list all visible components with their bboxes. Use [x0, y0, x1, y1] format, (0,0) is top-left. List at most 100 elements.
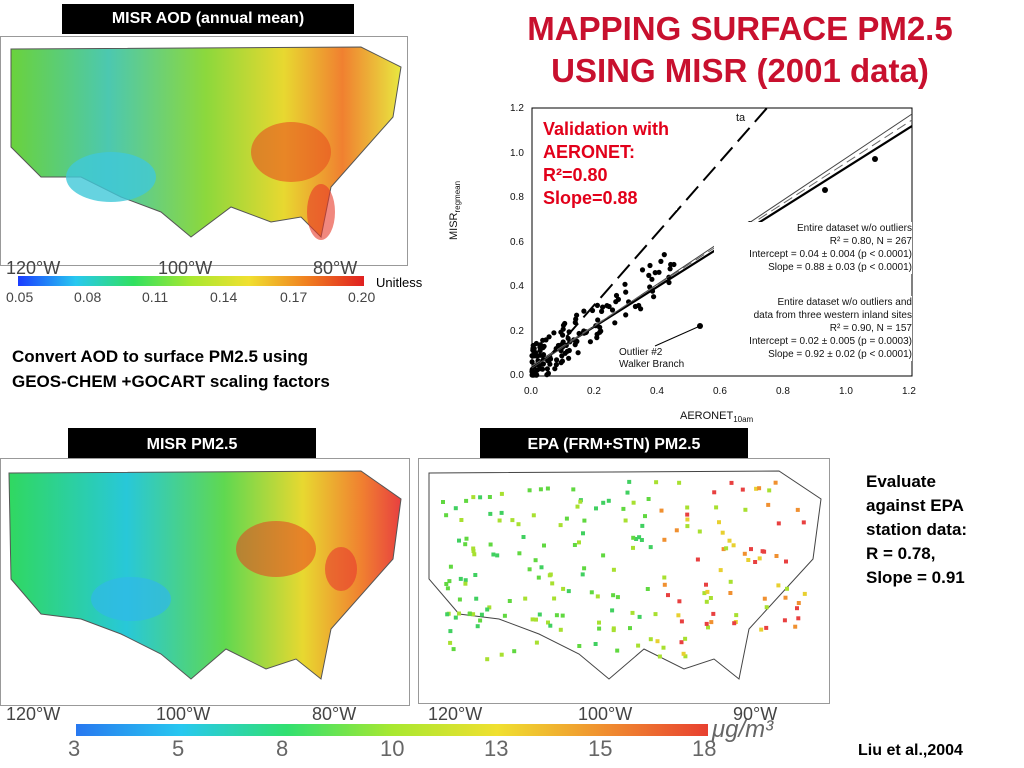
- y-tick-1: 0.2: [510, 325, 524, 337]
- epa-station: [499, 510, 504, 515]
- epa-station: [561, 586, 566, 591]
- epa-station: [445, 612, 450, 617]
- aod-tick-5: 0.17: [280, 289, 308, 305]
- epa-station: [606, 498, 611, 503]
- misr-pm-label: MISR PM2.5: [68, 428, 316, 462]
- validation-line-3: R²=0.80: [543, 165, 608, 185]
- epa-station: [464, 536, 469, 541]
- scatter-point: [613, 299, 619, 305]
- epa-station: [685, 517, 690, 522]
- scatter-point: [544, 366, 550, 372]
- epa-station: [767, 488, 772, 493]
- epa-station: [720, 530, 725, 535]
- aod-tick-1: 0.05: [6, 289, 34, 305]
- epa-station: [717, 520, 721, 525]
- scatter-point: [546, 358, 552, 364]
- epa-station: [681, 651, 686, 656]
- scatter-point: [668, 261, 674, 268]
- epa-station: [464, 498, 469, 503]
- epa-stations: [441, 479, 807, 662]
- scatter-point: [632, 303, 638, 310]
- epa-station: [728, 591, 733, 595]
- epa-station: [695, 557, 700, 562]
- epa-station: [773, 480, 778, 485]
- aod-map-label: MISR AOD (annual mean): [62, 4, 354, 34]
- aod-tick-6: 0.20: [348, 289, 376, 305]
- epa-station: [662, 575, 667, 580]
- epa-station: [662, 537, 667, 542]
- epa-station: [645, 587, 650, 591]
- outlier-arrow: [654, 325, 701, 347]
- epa-station: [705, 589, 710, 594]
- scatter-point: [612, 320, 618, 326]
- epa-station: [685, 524, 690, 529]
- epa-station: [648, 545, 653, 550]
- epa-station: [631, 545, 635, 550]
- pm-tick-0: 3: [68, 736, 81, 761]
- epa-station: [657, 654, 662, 659]
- epa-station: [453, 506, 458, 511]
- x-tick-5: 1.0: [839, 386, 853, 397]
- epa-station: [595, 594, 600, 599]
- validation-line-2: AERONET:: [543, 142, 636, 162]
- epa-station: [448, 629, 453, 634]
- scatter-point: [575, 350, 581, 356]
- pm-lon-right-90: 90°W: [733, 704, 778, 724]
- epa-station: [615, 648, 620, 653]
- pm-tick-5: 15: [588, 736, 613, 761]
- ylabel-sub: regmean: [453, 180, 463, 213]
- scatter-point: [552, 366, 558, 372]
- epa-station: [762, 596, 767, 601]
- epa-station: [639, 538, 644, 542]
- epa-station: [802, 591, 807, 596]
- aod-tick-2: 0.08: [74, 289, 102, 305]
- scatter-point: [545, 370, 551, 376]
- x-tick-1: 0.2: [587, 386, 601, 397]
- scatter-point: [560, 339, 566, 345]
- epa-station: [577, 540, 581, 545]
- x-tick-0: 0.0: [524, 386, 538, 397]
- x-tick-3: 0.6: [713, 386, 727, 397]
- epa-station: [801, 520, 806, 525]
- xlabel-sub: 10am: [733, 415, 754, 425]
- epa-station: [457, 538, 461, 543]
- epa-station: [793, 624, 798, 629]
- epa-station: [491, 552, 496, 557]
- epa-station: [453, 615, 458, 620]
- stats-block-2: Entire dataset w/o outliers and data fro…: [714, 296, 912, 361]
- epa-station: [495, 553, 500, 558]
- stats1-line-4: Slope = 0.88 ± 0.03 (p < 0.0001): [768, 262, 912, 273]
- evaluate-line-4: R = 0.78,: [866, 544, 936, 563]
- validation-line-1: Validation with: [543, 119, 670, 139]
- evaluate-line-2: against EPA: [866, 496, 964, 515]
- epa-station: [783, 595, 788, 600]
- validation-line-4: Slope=0.88: [543, 188, 638, 208]
- scatter-point: [531, 345, 537, 352]
- y-tick-4: 0.8: [510, 192, 524, 203]
- stats1-line-2: R² = 0.80, N = 267: [829, 236, 912, 247]
- scatter-point: [613, 292, 620, 299]
- stats1-line-3: Intercept = 0.04 ± 0.004 (p < 0.0001): [749, 249, 912, 260]
- epa-station: [560, 613, 565, 618]
- epa-station: [448, 640, 453, 645]
- scatter-point: [656, 269, 662, 275]
- epa-station: [554, 613, 559, 618]
- epa-station: [643, 514, 647, 519]
- epa-station: [742, 551, 747, 556]
- epa-station: [589, 590, 594, 595]
- epa-station: [499, 491, 504, 496]
- scatter-point: [566, 355, 572, 361]
- epa-station: [564, 516, 569, 521]
- scatter-point: [652, 270, 658, 276]
- epa-station: [754, 486, 759, 491]
- epa-station: [488, 542, 493, 547]
- scatter-point: [553, 362, 559, 368]
- epa-station: [718, 568, 723, 573]
- stats2-line-3: R² = 0.90, N = 157: [829, 323, 912, 334]
- epa-station: [674, 528, 679, 533]
- xlabel-main: AERONET: [680, 410, 734, 422]
- epa-station: [601, 553, 606, 558]
- scatter-point: [822, 187, 828, 193]
- epa-station: [457, 611, 461, 616]
- epa-station: [621, 506, 626, 511]
